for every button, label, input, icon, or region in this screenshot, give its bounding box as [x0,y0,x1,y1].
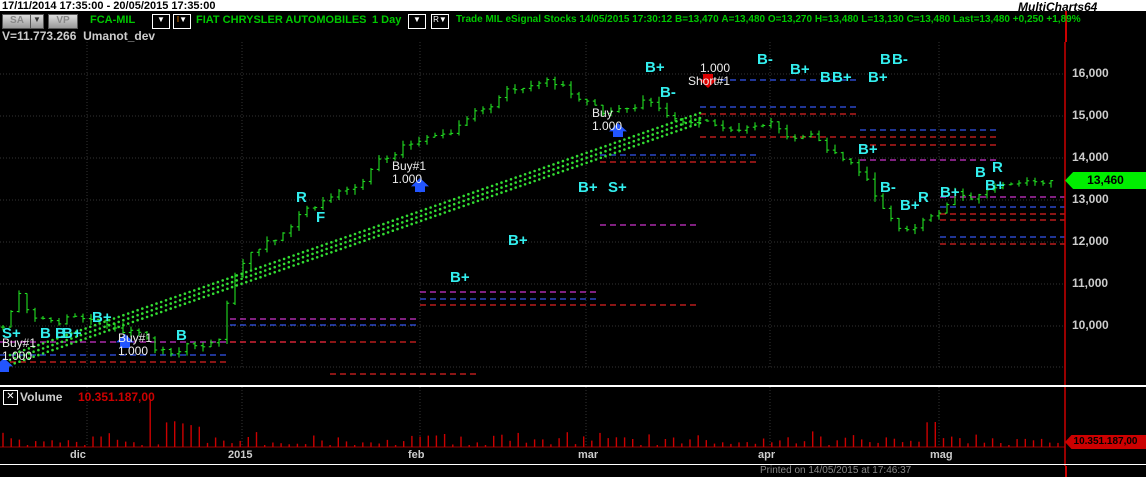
svg-text:R: R [296,189,307,206]
svg-text:1.000: 1.000 [700,61,730,75]
svg-text:B+: B+ [645,59,665,76]
svg-text:R: R [992,159,1003,176]
svg-text:B+: B+ [900,197,920,214]
svg-text:B+: B+ [858,141,878,158]
svg-text:B-: B- [892,51,908,68]
svg-text:S+: S+ [608,179,627,196]
svg-text:B+: B+ [92,309,112,326]
svg-text:Buy#1: Buy#1 [392,159,426,173]
svg-text:B+: B+ [940,184,960,201]
svg-text:B+: B+ [450,269,470,286]
svg-text:B+: B+ [832,69,852,86]
svg-text:B+: B+ [868,69,888,86]
svg-text:B: B [176,327,187,344]
svg-text:Buy#1: Buy#1 [2,336,36,350]
svg-text:B-: B- [757,51,773,68]
svg-text:F: F [316,209,325,226]
svg-text:Buy: Buy [592,106,613,120]
svg-text:B: B [820,69,831,86]
svg-text:B+: B+ [790,61,810,78]
svg-text:B-: B- [880,179,896,196]
svg-text:Short#1: Short#1 [688,74,730,88]
svg-text:1.000: 1.000 [392,172,422,186]
svg-text:1.000: 1.000 [2,349,32,363]
svg-text:1.000: 1.000 [592,119,622,133]
svg-text:1.000: 1.000 [118,344,148,358]
svg-text:Buy#1: Buy#1 [118,331,152,345]
svg-text:B+: B+ [62,325,82,342]
svg-text:B+: B+ [985,177,1005,194]
svg-text:B+: B+ [508,232,528,249]
svg-text:R: R [918,189,929,206]
svg-text:B-: B- [660,84,676,101]
svg-text:B+: B+ [578,179,598,196]
svg-text:B: B [880,51,891,68]
svg-text:B: B [40,325,51,342]
